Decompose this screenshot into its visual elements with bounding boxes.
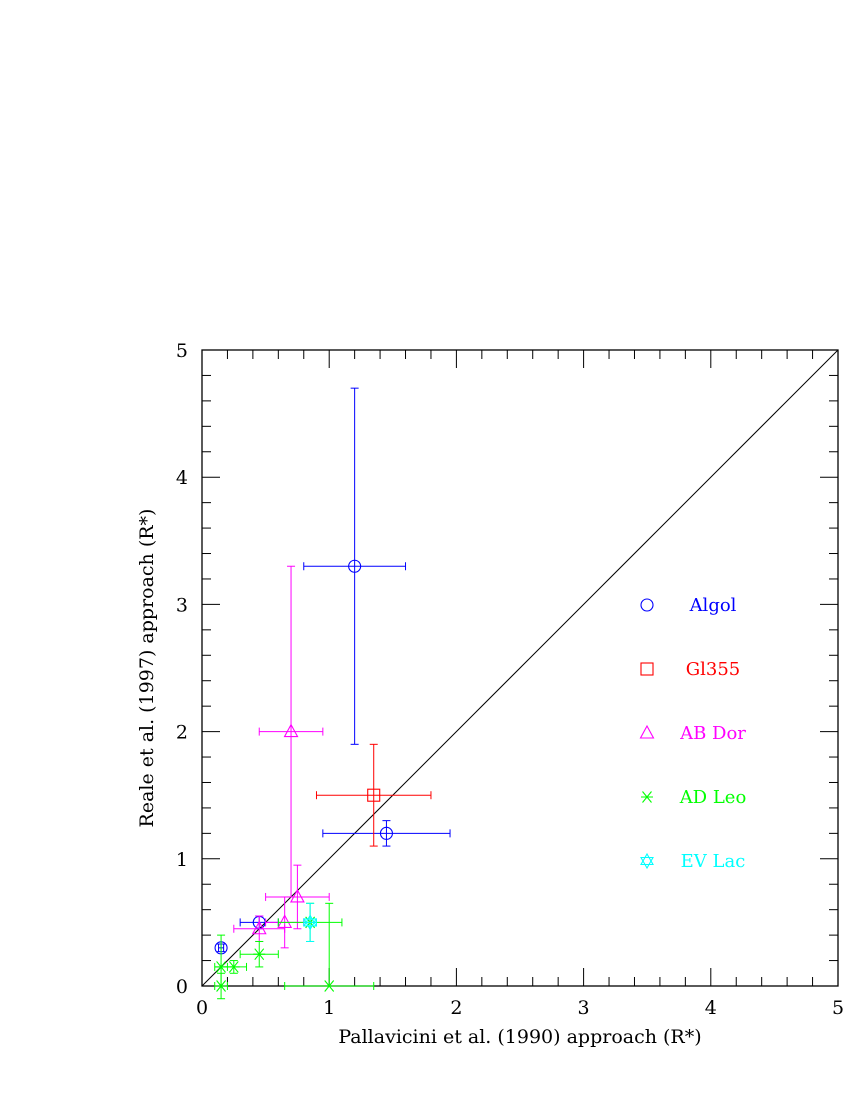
marker-triangle [283,723,299,738]
data-point-algol [322,820,451,847]
data-point-ab-dor [258,565,324,898]
data-point-ab-dor [233,915,286,942]
axis-ticks [201,349,839,987]
legend: Algol Gl355 AB Dor AD Leo EV Lac [639,595,746,872]
legend-item-ev-lac: EV Lac [640,851,746,872]
x-axis-label: Pallavicini et al. (1990) approach (R*) [338,1026,701,1048]
marker-triangle [251,920,267,935]
legend-label: EV Lac [681,851,746,872]
data-point-ad-leo [284,902,375,992]
y-tick-label: 3 [176,594,188,616]
x-tick-label: 4 [705,997,717,1019]
legend-label: AB Dor [679,723,746,744]
y-tick-label: 2 [176,722,188,744]
plot-frame [201,349,839,987]
marker-triangle [289,888,305,903]
x-tick-label: 2 [450,997,462,1019]
legend-marker-star [640,852,654,870]
legend-marker-circle [640,598,654,612]
marker-star-lower [303,918,318,931]
legend-item-ad-leo: AD Leo [641,787,746,808]
legend-marker-star-lower [640,856,654,870]
data-point-ab-dor [265,864,330,930]
legend-marker-asterisk [641,791,653,803]
marker-asterisk [227,961,240,973]
marker-circle [348,559,362,573]
legend-label: Gl355 [686,659,741,680]
marker-asterisk [215,961,228,973]
x-tick-label: 1 [323,997,335,1019]
data-point-ad-leo [214,972,228,992]
y-tick-label: 0 [176,976,188,998]
y-tick-label: 5 [176,340,188,362]
x-tick-label: 3 [578,997,590,1019]
marker-asterisk [323,980,336,992]
x-tick-label: 5 [832,997,844,1019]
data-point-ad-leo [214,934,228,1000]
legend-marker-square [640,662,654,676]
y-tick-label: 1 [176,849,188,871]
legend-label: AD Leo [679,787,747,808]
legend-marker-star-upper [640,852,654,866]
legend-marker-triangle [639,724,655,739]
data-point-ad-leo [239,940,279,968]
marker-asterisk [215,980,228,992]
identity-reference-line [201,349,839,987]
marker-star [303,914,318,931]
legend-label: Algol [689,595,737,616]
marker-asterisk [253,948,266,961]
axis-tick-labels: 0 1 2 3 4 5 0 1 2 3 4 5 [176,340,844,1019]
data-points [214,387,451,1000]
y-axis-label: Reale et al. (1997) approach (R*) [136,509,158,828]
legend-item-gl355: Gl355 [640,659,741,680]
data-point-algol [303,387,407,745]
marker-square [367,788,381,802]
data-point-ev-lac [303,902,318,942]
data-point-gl355 [315,743,432,847]
marker-circle [379,826,393,840]
legend-item-algol: Algol [640,595,737,616]
x-tick-label: 0 [196,997,208,1019]
y-tick-label: 4 [176,467,188,489]
marker-star-upper [303,914,318,927]
legend-item-ab-dor: AB Dor [639,723,746,744]
